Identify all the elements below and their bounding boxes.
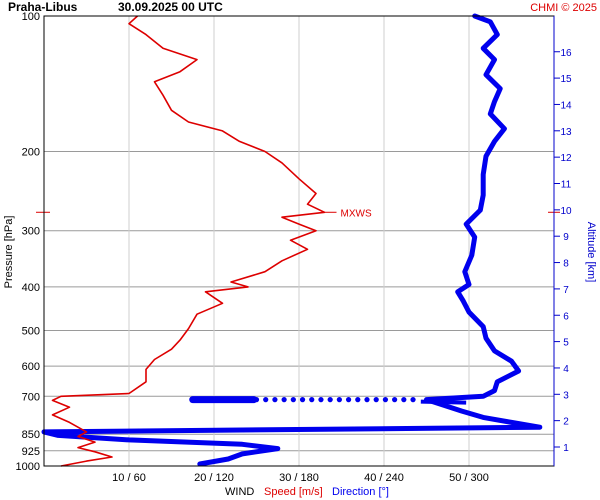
direction-point bbox=[410, 397, 416, 403]
pressure-tick-label: 700 bbox=[22, 391, 40, 403]
wind-tick-label: 50 / 300 bbox=[449, 472, 489, 484]
copyright-text: CHMI © 2025 bbox=[530, 2, 597, 14]
pressure-tick-label: 100 bbox=[22, 11, 40, 23]
wind-tick-label: 10 / 60 bbox=[112, 472, 146, 484]
pressure-tick-label: 400 bbox=[22, 282, 40, 294]
direction-point bbox=[318, 397, 324, 403]
altitude-tick-label: 14 bbox=[560, 100, 572, 111]
altitude-tick-label: 16 bbox=[560, 48, 572, 59]
speed-line bbox=[51, 15, 326, 467]
wind-tick-labels: 10 / 60 20 / 120 30 / 180 40 / 240 50 / 300 bbox=[112, 472, 489, 484]
direction-point bbox=[336, 397, 342, 403]
pressure-tick-label: 200 bbox=[22, 146, 40, 158]
pressure-tick-label: 1000 bbox=[16, 461, 40, 473]
direction-point bbox=[364, 397, 370, 403]
wind-tick-label: 40 / 240 bbox=[364, 472, 404, 484]
direction-point bbox=[401, 397, 407, 403]
altitude-tick-label: 15 bbox=[560, 74, 572, 85]
grid-lines bbox=[44, 16, 554, 466]
wind-tick-label: 20 / 120 bbox=[194, 472, 234, 484]
wind-label: WIND bbox=[225, 486, 254, 498]
direction-point bbox=[299, 397, 306, 403]
altitude-tick-label: 13 bbox=[560, 127, 572, 138]
direction-point bbox=[263, 397, 269, 403]
altitude-tick-label: 6 bbox=[563, 311, 569, 322]
pressure-axis-label: Pressure [hPa] bbox=[3, 216, 15, 289]
pressure-tick-labels: 100 200 300 400 500 600 700 850 925 1000 bbox=[16, 11, 40, 473]
altitude-tick-label: 11 bbox=[561, 180, 572, 191]
altitude-tick-label: 2 bbox=[563, 417, 569, 428]
altitude-tick-label: 10 bbox=[560, 206, 572, 217]
direction-point bbox=[345, 397, 352, 403]
direction-point bbox=[309, 397, 315, 403]
altitude-tick-label: 9 bbox=[563, 232, 569, 243]
mxws-label: MXWS bbox=[341, 208, 372, 219]
direction-point bbox=[253, 397, 260, 403]
pressure-tick-label: 500 bbox=[22, 326, 40, 338]
pressure-tick-label: 925 bbox=[22, 446, 40, 458]
pressure-tick-label: 300 bbox=[22, 226, 40, 238]
wind-tick-label: 30 / 180 bbox=[279, 472, 319, 484]
altitude-tick-label: 12 bbox=[560, 153, 572, 164]
direction-point bbox=[382, 397, 389, 403]
altitude-tick-label: 5 bbox=[563, 338, 569, 349]
direction-point bbox=[290, 397, 296, 403]
altitude-axis-label: Altitude [km] bbox=[585, 222, 597, 283]
direction-line bbox=[41, 13, 543, 467]
pressure-tick-label: 850 bbox=[22, 429, 40, 441]
altitude-tick-label: 4 bbox=[563, 364, 569, 375]
datetime-title: 30.09.2025 00 UTC bbox=[118, 0, 223, 14]
plot-area: MXWS bbox=[36, 13, 560, 467]
direction-point bbox=[281, 397, 287, 403]
direction-label: Direction [°] bbox=[332, 486, 389, 498]
altitude-tick-label: 7 bbox=[563, 285, 569, 296]
direction-point bbox=[272, 397, 278, 403]
direction-segment bbox=[420, 399, 467, 405]
pressure-tick-label: 600 bbox=[22, 361, 40, 373]
speed-label: Speed [m/s] bbox=[264, 486, 323, 498]
direction-point bbox=[392, 397, 398, 403]
altitude-tick-label: 1 bbox=[563, 443, 569, 454]
direction-point bbox=[327, 397, 333, 403]
direction-point bbox=[373, 397, 379, 403]
altitude-tick-label: 8 bbox=[563, 259, 569, 270]
station-title: Praha-Libus bbox=[8, 0, 78, 14]
direction-point bbox=[355, 397, 361, 403]
altitude-tick-label: 3 bbox=[563, 390, 569, 401]
